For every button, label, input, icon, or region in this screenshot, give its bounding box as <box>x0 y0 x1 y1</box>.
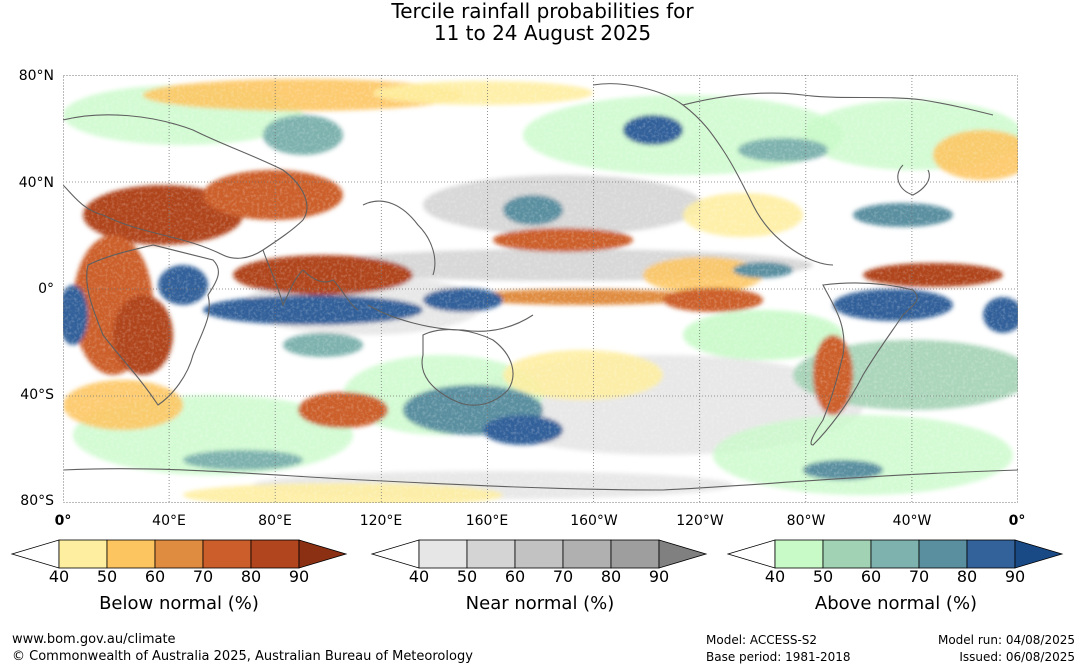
legend-tick: 90 <box>648 567 670 586</box>
rainfall-probability-map <box>63 75 1018 503</box>
legend-below-normal-bar <box>10 539 348 569</box>
map-svg <box>63 75 1018 503</box>
lon-label-40w: 40°W <box>892 513 932 529</box>
lon-label-160e: 160°E <box>465 513 509 529</box>
legend-tick: 60 <box>144 567 166 586</box>
legend-tick: 70 <box>552 567 574 586</box>
map-frame <box>63 75 1018 503</box>
legend-above-normal-title: Above normal (%) <box>814 593 978 614</box>
legend-swatch <box>966 539 1016 569</box>
legend-low-triangle <box>726 539 776 569</box>
lat-label-80n: 80°N <box>18 68 54 84</box>
title-line-1: Tercile rainfall probabilities for <box>391 0 694 23</box>
legend-tick: 60 <box>860 567 882 586</box>
legend-swatch <box>562 539 612 569</box>
legend-tick: 90 <box>288 567 310 586</box>
lon-label-80e: 80°E <box>258 513 292 529</box>
legend-swatch <box>466 539 516 569</box>
legend-swatch <box>610 539 660 569</box>
legend-high-triangle <box>298 539 348 569</box>
legend-below-normal-title: Below normal (%) <box>99 593 259 614</box>
legend-swatch <box>106 539 156 569</box>
lon-label-120w: 120°W <box>676 513 724 529</box>
legend-low-triangle <box>10 539 60 569</box>
lat-label-40s: 40°S <box>20 387 54 403</box>
footer-issued: Issued: 06/08/2025 <box>959 650 1075 664</box>
legend-tick: 60 <box>504 567 526 586</box>
lon-label-160w: 160°W <box>570 513 618 529</box>
lat-label-40n: 40°N <box>18 175 54 191</box>
legend-swatch <box>418 539 468 569</box>
legend-swatch <box>202 539 252 569</box>
legend-swatch <box>154 539 204 569</box>
legend-low-triangle <box>370 539 420 569</box>
footer-dates: Model run: 04/08/2025 Issued: 06/08/2025 <box>938 632 1075 666</box>
lon-label-80w: 80°W <box>786 513 826 529</box>
legend-swatch <box>250 539 300 569</box>
legend-above-normal-bar <box>726 539 1064 569</box>
legend-tick: 70 <box>192 567 214 586</box>
legend-swatch <box>58 539 108 569</box>
legend-tick: 40 <box>48 567 70 586</box>
title-line-2: 11 to 24 August 2025 <box>433 21 652 45</box>
legend-tick: 80 <box>956 567 978 586</box>
lat-label-80s: 80°S <box>20 493 54 509</box>
legend-high-triangle <box>658 539 708 569</box>
footer-model-info: Model: ACCESS-S2 Base period: 1981-2018 <box>706 632 851 666</box>
legend-near-normal-bar <box>370 539 708 569</box>
legend-tick: 50 <box>96 567 118 586</box>
legend-near-normal-title: Near normal (%) <box>465 593 615 614</box>
graticule <box>63 75 1018 503</box>
legend-tick: 90 <box>1004 567 1026 586</box>
legend-swatch <box>870 539 920 569</box>
legend-high-triangle <box>1014 539 1064 569</box>
legend-swatch <box>822 539 872 569</box>
legend-swatch <box>774 539 824 569</box>
legend-tick: 80 <box>600 567 622 586</box>
legend-tick: 80 <box>240 567 262 586</box>
lat-label-0: 0° <box>38 281 54 297</box>
legend-tick: 50 <box>812 567 834 586</box>
footer-url: www.bom.gov.au/climate <box>12 632 176 647</box>
legend-tick: 50 <box>456 567 478 586</box>
lon-label-40e: 40°E <box>152 513 186 529</box>
lon-label-0-left: 0° <box>54 513 72 529</box>
lon-label-0-right: 0° <box>1008 513 1026 529</box>
legend-swatch <box>918 539 968 569</box>
legend-swatch <box>514 539 564 569</box>
lon-label-120e: 120°E <box>359 513 403 529</box>
footer-copyright: © Commonwealth of Australia 2025, Austra… <box>12 649 473 664</box>
coastlines <box>63 83 1018 491</box>
footer-base-period: Base period: 1981-2018 <box>706 650 851 664</box>
legend-tick: 40 <box>764 567 786 586</box>
footer-model: Model: ACCESS-S2 <box>706 633 818 647</box>
footer-model-run: Model run: 04/08/2025 <box>937 633 1075 647</box>
footer-source: www.bom.gov.au/climate © Commonwealth of… <box>12 631 473 665</box>
map-title: Tercile rainfall probabilities for 11 to… <box>0 0 1085 44</box>
legend-tick: 70 <box>908 567 930 586</box>
legend-tick: 40 <box>408 567 430 586</box>
